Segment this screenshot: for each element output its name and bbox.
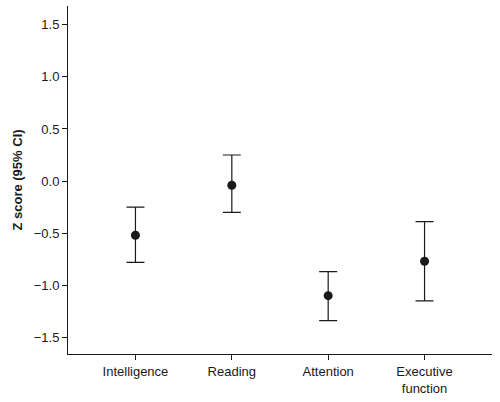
svg-text:1.0: 1.0 <box>41 69 59 84</box>
svg-text:Intelligence: Intelligence <box>103 364 169 379</box>
svg-text:Attention: Attention <box>303 364 354 379</box>
svg-text:0.0: 0.0 <box>41 174 59 189</box>
svg-text:Executivefunction: Executivefunction <box>396 364 452 396</box>
svg-text:−0.5: −0.5 <box>34 226 60 241</box>
svg-text:1.5: 1.5 <box>41 17 59 32</box>
svg-text:−1.0: −1.0 <box>34 278 60 293</box>
svg-text:Z score (95% CI): Z score (95% CI) <box>10 129 25 230</box>
svg-text:Reading: Reading <box>208 364 256 379</box>
svg-text:−1.5: −1.5 <box>34 330 60 345</box>
svg-text:0.5: 0.5 <box>41 122 59 137</box>
